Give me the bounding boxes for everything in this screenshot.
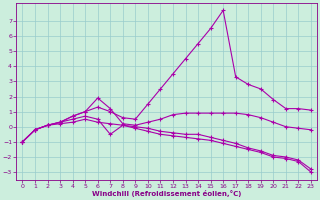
X-axis label: Windchill (Refroidissement éolien,°C): Windchill (Refroidissement éolien,°C)	[92, 190, 241, 197]
